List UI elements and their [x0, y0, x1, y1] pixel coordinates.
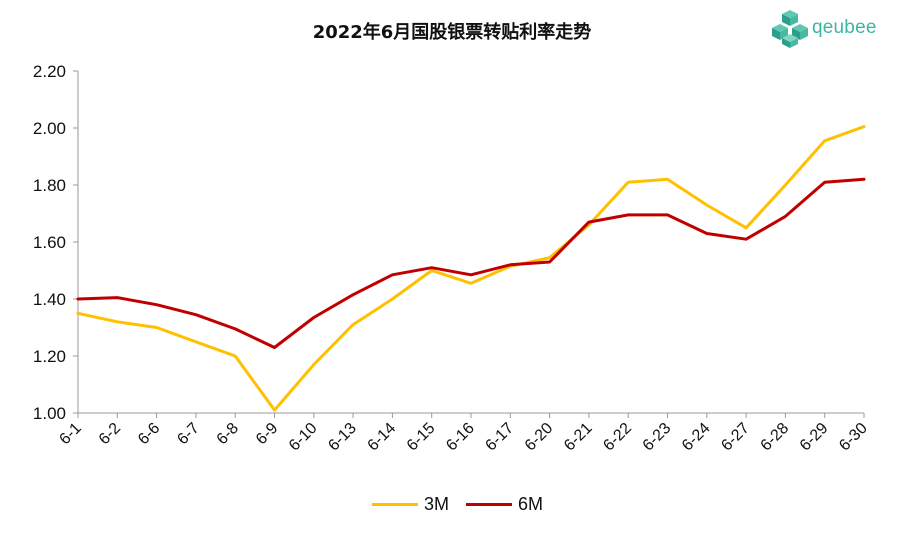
x-axis-ticks: 6-1 6-2 6-6 6-7 6-8 6-9 6-10 6-13 6-14 6-15 6-16 6-… [56, 413, 871, 455]
x-tick-label: 6-23 [640, 420, 675, 455]
x-tick-label: 6-22 [600, 420, 635, 455]
y-axis-ticks: 1.00 1.20 1.40 1.60 1.80 2.00 2.20 [33, 62, 78, 423]
x-tick-label: 6-20 [522, 420, 557, 455]
x-tick-label: 6-17 [482, 420, 517, 455]
x-tick-label: 6-6 [135, 420, 163, 448]
x-tick-label: 6-21 [561, 420, 596, 455]
legend-label: 3M [424, 494, 450, 514]
x-tick-label: 6-30 [836, 420, 871, 455]
series-lines [76, 125, 866, 412]
x-tick-label: 6-9 [253, 420, 281, 448]
series-line-6m [76, 177, 866, 349]
chart-axes [77, 71, 864, 414]
y-tick-label: 1.80 [33, 176, 66, 195]
x-tick-label: 6-2 [96, 420, 124, 448]
x-tick-label: 6-10 [286, 420, 321, 455]
x-tick-label: 6-16 [443, 420, 478, 455]
y-tick-label: 2.00 [33, 119, 66, 138]
brand-logo: qeubee [772, 8, 892, 48]
y-tick-label: 1.60 [33, 233, 66, 252]
series-line-3m [76, 125, 866, 412]
x-tick-label: 6-1 [56, 420, 84, 448]
y-tick-label: 1.20 [33, 347, 66, 366]
legend-label: 6M [518, 494, 544, 514]
x-tick-label: 6-15 [404, 420, 439, 455]
x-tick-label: 6-7 [174, 420, 202, 448]
y-tick-label: 1.40 [33, 290, 66, 309]
x-tick-label: 6-24 [679, 420, 714, 455]
y-tick-label: 1.00 [33, 404, 66, 423]
x-tick-label: 6-8 [214, 420, 242, 448]
x-tick-label: 6-13 [325, 420, 360, 455]
x-tick-label: 6-27 [718, 420, 753, 455]
chart-title: 2022年6月国股银票转贴利率走势 [312, 22, 592, 43]
x-tick-label: 6-14 [365, 420, 400, 455]
legend-swatch [466, 503, 512, 506]
y-tick-label: 2.20 [33, 62, 66, 81]
cube-cluster-icon [772, 10, 808, 48]
legend-swatch [372, 503, 418, 506]
legend: 3M 6M [0, 492, 904, 516]
logo-text: qeubee [812, 17, 877, 38]
x-tick-label: 6-29 [797, 420, 832, 455]
x-tick-label: 6-28 [758, 420, 793, 455]
